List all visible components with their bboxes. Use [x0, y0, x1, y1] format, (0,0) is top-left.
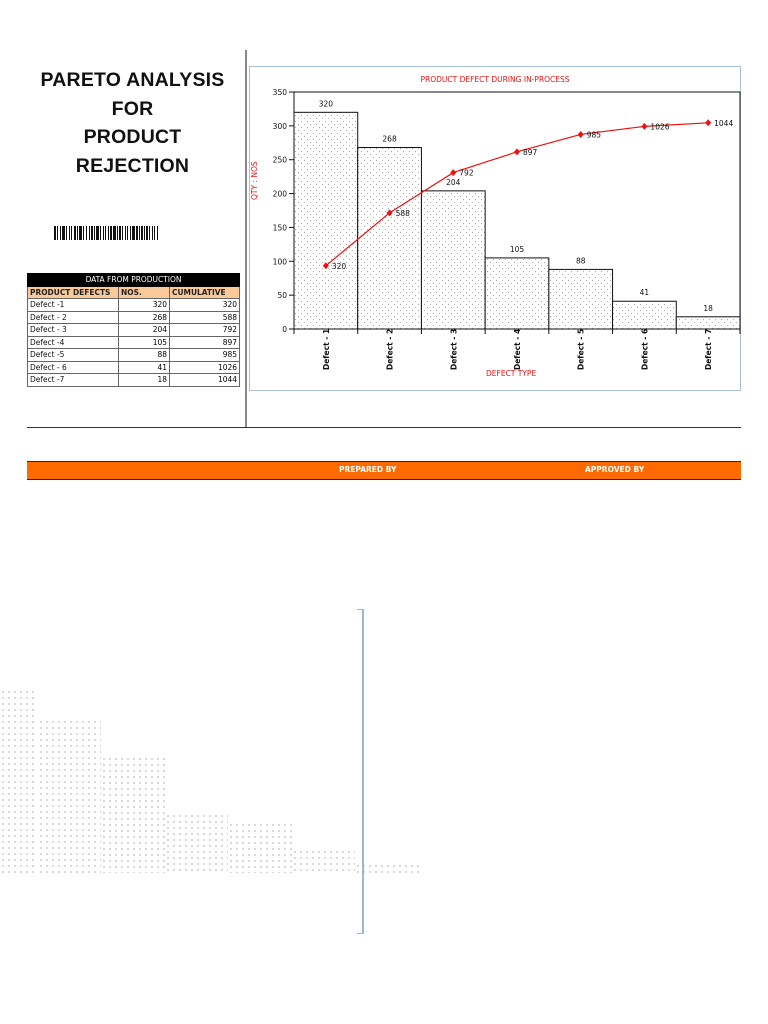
cumulative-marker	[577, 130, 584, 138]
cumulative-value-label: 897	[523, 148, 538, 157]
y-tick-label: 0	[282, 325, 287, 334]
x-tick-label: Defect - 5	[577, 329, 586, 370]
faded-bar	[0, 689, 38, 873]
table-row: Defect -1 320 320	[27, 298, 240, 312]
cumulative-marker	[322, 262, 329, 270]
signature-bar	[27, 461, 741, 480]
faded-bar	[164, 812, 228, 873]
x-tick-label: Defect - 4	[513, 329, 522, 370]
bar-5	[548, 268, 614, 330]
cumulative-marker	[514, 148, 520, 156]
cumulative-value-label: 985	[587, 130, 602, 139]
cumulative-marker	[705, 119, 712, 127]
vertical-divider	[245, 50, 247, 428]
cell-cumulative: 1044	[169, 373, 240, 387]
table-row: Defect -5 88 985	[27, 348, 240, 362]
title-line-1: PARETO ANALYSIS	[40, 69, 225, 91]
y-tick-label: 350	[273, 88, 288, 97]
chart-title: PRODUCT DEFECT DURING IN-PROCESS	[420, 75, 570, 84]
title-line-3: PRODUCT	[83, 126, 182, 148]
cumulative-value-label: 588	[396, 209, 411, 218]
table-row: Defect - 6 41 1026	[27, 360, 240, 374]
bar-value-label: 105	[510, 245, 525, 254]
approved-by-label: APPROVED BY	[585, 465, 645, 474]
cell-nos: 18	[118, 373, 170, 387]
header-cumulative: CUMULATIVE	[169, 285, 240, 299]
faded-bar	[228, 822, 292, 873]
cumulative-marker	[450, 169, 457, 177]
bar-value-label: 268	[382, 135, 397, 144]
cumulative-marker	[641, 122, 648, 130]
y-tick-label: 50	[277, 291, 287, 300]
x-tick-label: Defect - 2	[386, 329, 395, 370]
cumulative-value-label: 1026	[650, 122, 669, 131]
cumulative-line-layer: 320 588 792 897 985 1026 1044	[322, 119, 733, 271]
faded-frame-bracket	[357, 609, 364, 934]
y-tick-label: 100	[273, 257, 288, 266]
table-caption: DATA FROM PRODUCTION	[27, 273, 240, 287]
bar-value-label: 41	[640, 288, 650, 297]
title-line-4: REJECTION	[75, 154, 190, 177]
report-title: PARETO ANALYSIS FOR PRODUCT REJECTION	[25, 66, 240, 180]
table-header-row: PRODUCT DEFECTS NOS. CUMULATIVE	[27, 285, 240, 299]
x-tick-label: Defect - 6	[640, 329, 649, 370]
y-tick-label: 200	[273, 190, 288, 199]
cumulative-value-label: 1044	[714, 119, 733, 128]
faded-bar	[101, 755, 165, 873]
table-row: Defect -4 105 897	[27, 335, 240, 349]
y-tick-label: 300	[273, 122, 288, 131]
bars-layer: 320 268 204 105 88 41 18	[293, 99, 741, 330]
faded-bar	[291, 849, 355, 873]
bar-2	[357, 147, 422, 330]
cumulative-marker	[386, 209, 393, 217]
axes-layer: Defect - 1 Defect - 2 Defect - 3 Defect - 4…	[273, 88, 741, 370]
y-tick-label: 150	[273, 223, 288, 232]
cumulative-value-label: 320	[332, 262, 347, 271]
bar-value-label: 88	[576, 256, 586, 265]
prepared-by-label: PREPARED BY	[339, 465, 397, 474]
x-tick-label: Defect - 7	[704, 329, 713, 370]
bar-4	[484, 257, 550, 330]
horizontal-divider	[27, 427, 741, 428]
x-tick-label: Defect - 1	[322, 329, 331, 370]
x-tick-label: Defect - 3	[449, 329, 458, 370]
faded-bar	[37, 718, 101, 873]
y-tick-label: 250	[273, 156, 288, 165]
production-data-table: DATA FROM PRODUCTION PRODUCT DEFECTS NOS…	[27, 273, 240, 387]
barcode-image	[54, 226, 207, 240]
x-axis-label: DEFECT TYPE	[486, 369, 537, 378]
bar-6	[612, 300, 677, 330]
cumulative-value-label: 792	[459, 169, 474, 178]
bar-value-label: 320	[319, 99, 334, 108]
bar-1	[293, 111, 359, 330]
table-row: Defect -7 18 1044	[27, 373, 240, 387]
header-product-defects: PRODUCT DEFECTS	[27, 285, 119, 299]
bar-7	[675, 316, 741, 330]
bar-3	[420, 190, 486, 330]
title-line-2: FOR	[111, 97, 154, 120]
bar-value-label: 18	[703, 304, 713, 313]
faded-bar	[355, 862, 419, 873]
bar-value-label: 204	[446, 178, 461, 187]
